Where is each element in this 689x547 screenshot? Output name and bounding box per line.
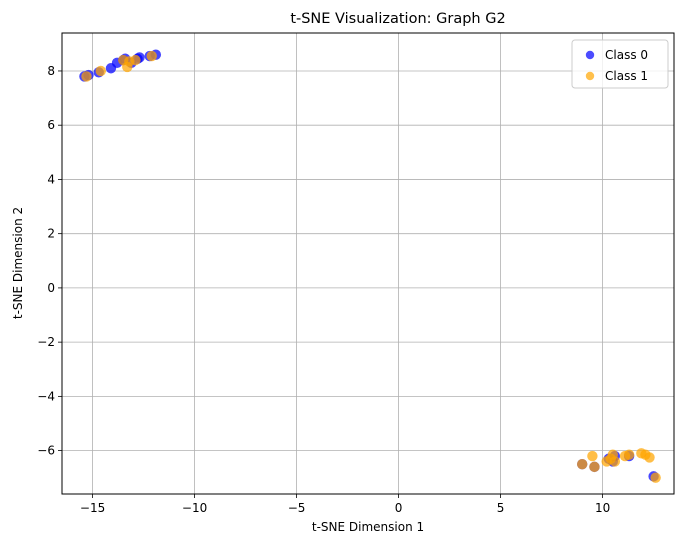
legend-marker-class-0	[585, 50, 595, 60]
x-tick-label: −15	[80, 501, 105, 515]
y-tick-label: −2	[37, 335, 55, 349]
data-points	[79, 49, 661, 483]
point-class-1	[609, 456, 621, 467]
y-tick-label: 0	[47, 281, 55, 295]
x-tick-label: 5	[497, 501, 505, 515]
legend-marker-class-1	[585, 71, 595, 81]
point-class-1	[644, 452, 655, 463]
point-class-1	[81, 71, 92, 82]
grid-lines	[62, 33, 674, 494]
x-tick-label: −10	[182, 501, 207, 515]
x-tick-label: 10	[595, 501, 610, 515]
point-class-1	[95, 65, 106, 77]
y-tick-label: −4	[37, 389, 55, 403]
x-axis-title: t-SNE Dimension 1	[312, 520, 424, 534]
point-class-1	[650, 472, 661, 483]
x-tick-label: 0	[395, 501, 403, 515]
y-tick-label: 4	[47, 172, 55, 186]
legend-label-class-1: Class 1	[605, 69, 648, 83]
point-class-1	[589, 461, 600, 473]
y-axis-title: t-SNE Dimension 2	[11, 207, 25, 319]
point-class-1	[623, 449, 635, 460]
x-tick-label: −5	[288, 501, 306, 515]
x-axis-ticks: −15 −10 −5 0 5 10	[80, 494, 610, 515]
point-class-1	[587, 450, 598, 462]
y-tick-label: 2	[47, 227, 55, 241]
point-class-1	[130, 54, 141, 66]
legend-label-class-0: Class 0	[605, 48, 648, 62]
y-tick-label: 8	[47, 64, 55, 78]
y-tick-label: 6	[47, 118, 55, 132]
y-axis-ticks: −6 −4 −2 0 2 4 6 8	[37, 64, 62, 458]
chart-title: t-SNE Visualization: Graph G2	[290, 11, 505, 27]
plot-frame	[61, 32, 675, 495]
point-class-1	[146, 50, 157, 62]
legend-box	[571, 39, 669, 89]
legend: Class 0 Class 1	[571, 39, 669, 89]
point-class-1	[577, 458, 588, 470]
y-tick-label: −6	[37, 444, 55, 458]
